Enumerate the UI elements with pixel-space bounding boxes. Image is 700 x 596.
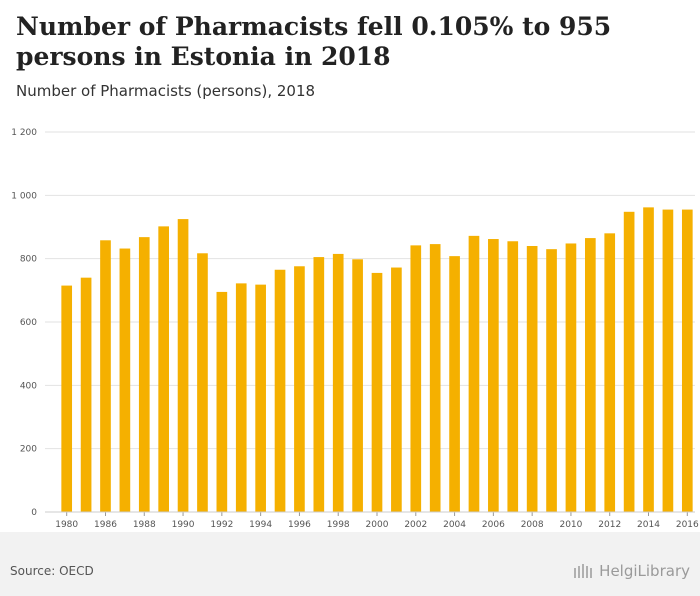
header: Number of Pharmacists fell 0.105% to 955… — [0, 0, 700, 112]
bar — [507, 241, 519, 512]
bar — [352, 259, 363, 512]
bar — [623, 211, 635, 513]
bar — [61, 285, 73, 512]
bar — [565, 243, 577, 512]
bar — [100, 240, 111, 513]
x-tick-label: 2004 — [443, 520, 466, 530]
bar — [255, 284, 266, 512]
y-tick-label: 1 000 — [11, 191, 37, 201]
x-tick-label: 2008 — [521, 520, 544, 530]
x-tick-label: 1990 — [172, 520, 195, 530]
bar — [488, 239, 499, 512]
bar — [371, 272, 383, 512]
x-tick-label: 1996 — [288, 520, 311, 530]
bar — [429, 244, 441, 512]
x-tick-label: 2016 — [676, 520, 699, 530]
library-icon — [574, 564, 593, 578]
source-note: Source: OECD — [10, 564, 94, 578]
bar — [216, 291, 228, 512]
bar — [546, 249, 557, 512]
x-tick-label: 2000 — [366, 520, 389, 530]
chart-title: Number of Pharmacists fell 0.105% to 955… — [16, 12, 612, 71]
bar — [468, 235, 480, 512]
bar — [391, 267, 402, 512]
bar — [158, 226, 169, 512]
x-tick-label: 2002 — [404, 520, 427, 530]
bar — [235, 283, 247, 512]
x-tick-label: 1992 — [210, 520, 233, 530]
x-tick-label: 2014 — [637, 520, 660, 530]
x-tick-label: 1994 — [249, 520, 272, 530]
x-tick-label: 2010 — [559, 520, 582, 530]
bar — [274, 269, 286, 512]
chart-subtitle: Number of Pharmacists (persons), 2018 — [16, 82, 316, 100]
x-tick-label: 1986 — [94, 520, 117, 530]
x-tick-label: 2012 — [598, 520, 621, 530]
bar — [138, 237, 150, 512]
x-tick-label: 1988 — [133, 520, 156, 530]
bar — [410, 245, 422, 512]
bar — [604, 233, 616, 512]
y-tick-label: 600 — [20, 318, 37, 328]
bar — [313, 257, 325, 512]
brand-name: HelgiLibrary — [599, 562, 690, 580]
y-tick-label: 800 — [20, 255, 37, 265]
bar — [197, 253, 208, 513]
bar — [332, 253, 344, 512]
bar — [662, 209, 674, 512]
x-tick-label: 2006 — [482, 520, 505, 530]
bar — [294, 266, 305, 512]
y-tick-label: 0 — [31, 508, 37, 518]
bar — [177, 219, 189, 512]
y-tick-label: 200 — [20, 445, 37, 455]
bar — [449, 256, 460, 512]
y-tick-label: 400 — [20, 381, 37, 391]
bar — [681, 209, 693, 512]
brand-logo: HelgiLibrary — [573, 562, 690, 580]
y-tick-label: 1 200 — [11, 128, 37, 138]
bar — [119, 248, 131, 513]
plot-area: 0 200 400 600 800 1 000 1 200 1980 1986 1988 1990 1… — [0, 112, 700, 532]
bar — [526, 246, 538, 512]
bar — [80, 277, 92, 512]
x-tick-label: 1980 — [55, 520, 78, 530]
x-tick-label: 1998 — [327, 520, 350, 530]
bar — [585, 238, 596, 512]
bar — [643, 207, 654, 512]
bar-chart: 0 200 400 600 800 1 000 1 200 1980 1986 1988 1990 1… — [11, 128, 699, 530]
